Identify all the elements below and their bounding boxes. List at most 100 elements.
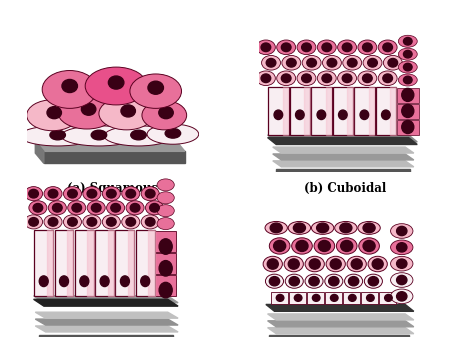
Ellipse shape <box>80 276 89 287</box>
Ellipse shape <box>390 273 412 287</box>
Ellipse shape <box>59 276 68 287</box>
Ellipse shape <box>126 218 135 226</box>
Bar <box>67 230 73 296</box>
Ellipse shape <box>24 215 43 229</box>
Ellipse shape <box>291 238 312 254</box>
Polygon shape <box>35 319 178 325</box>
Ellipse shape <box>145 201 163 215</box>
Ellipse shape <box>85 67 147 105</box>
Ellipse shape <box>281 74 291 83</box>
Ellipse shape <box>308 277 319 286</box>
Polygon shape <box>35 141 185 151</box>
Bar <box>353 87 374 135</box>
Ellipse shape <box>67 189 77 198</box>
Ellipse shape <box>61 126 136 146</box>
Ellipse shape <box>301 43 311 52</box>
Ellipse shape <box>396 275 406 285</box>
Ellipse shape <box>377 40 396 55</box>
Ellipse shape <box>39 276 48 287</box>
Ellipse shape <box>33 204 43 212</box>
Bar <box>95 230 114 296</box>
Ellipse shape <box>316 110 325 119</box>
Ellipse shape <box>304 256 324 272</box>
Ellipse shape <box>81 103 95 115</box>
Ellipse shape <box>324 274 342 288</box>
Ellipse shape <box>281 55 300 70</box>
Ellipse shape <box>382 43 392 52</box>
Ellipse shape <box>269 223 282 233</box>
Ellipse shape <box>330 259 341 269</box>
Bar <box>155 275 176 296</box>
Ellipse shape <box>312 294 319 301</box>
Ellipse shape <box>147 124 198 144</box>
Ellipse shape <box>390 240 412 255</box>
Polygon shape <box>267 135 416 142</box>
Ellipse shape <box>106 189 116 198</box>
Ellipse shape <box>99 97 154 130</box>
Polygon shape <box>267 138 416 144</box>
Ellipse shape <box>288 222 310 234</box>
Ellipse shape <box>67 201 85 215</box>
Ellipse shape <box>403 37 411 45</box>
Ellipse shape <box>24 186 43 201</box>
Bar <box>347 87 352 135</box>
Ellipse shape <box>401 120 413 133</box>
Bar <box>288 292 305 304</box>
Bar <box>55 230 73 296</box>
Bar <box>368 87 374 135</box>
Ellipse shape <box>102 186 120 201</box>
Ellipse shape <box>396 243 406 252</box>
Ellipse shape <box>302 55 320 70</box>
Bar <box>307 292 324 304</box>
Ellipse shape <box>50 130 65 140</box>
Ellipse shape <box>293 223 305 233</box>
Ellipse shape <box>340 240 352 251</box>
Bar <box>128 230 134 296</box>
Ellipse shape <box>48 189 58 198</box>
Bar <box>268 87 288 135</box>
Ellipse shape <box>261 74 270 83</box>
Polygon shape <box>35 326 178 332</box>
Text: (b) Cuboidal: (b) Cuboidal <box>303 182 385 195</box>
Polygon shape <box>35 141 44 163</box>
Ellipse shape <box>87 218 96 226</box>
Ellipse shape <box>83 186 101 201</box>
Ellipse shape <box>148 81 163 94</box>
Bar <box>34 230 53 296</box>
Bar <box>325 87 331 135</box>
Ellipse shape <box>284 256 303 272</box>
Ellipse shape <box>106 218 116 226</box>
Ellipse shape <box>367 256 386 272</box>
Bar <box>75 230 94 296</box>
Ellipse shape <box>288 277 299 286</box>
Ellipse shape <box>91 204 101 212</box>
Ellipse shape <box>121 105 135 117</box>
Ellipse shape <box>157 179 174 191</box>
Ellipse shape <box>306 58 316 67</box>
Ellipse shape <box>87 189 96 198</box>
Ellipse shape <box>126 201 144 215</box>
Ellipse shape <box>397 35 416 47</box>
Ellipse shape <box>158 107 173 119</box>
Ellipse shape <box>390 289 412 304</box>
Bar <box>87 230 94 296</box>
Polygon shape <box>267 327 413 334</box>
Ellipse shape <box>401 88 413 101</box>
Ellipse shape <box>104 126 173 146</box>
Ellipse shape <box>362 223 374 233</box>
Ellipse shape <box>286 58 296 67</box>
Ellipse shape <box>273 240 285 251</box>
Ellipse shape <box>347 58 356 67</box>
Ellipse shape <box>328 277 338 286</box>
Ellipse shape <box>261 55 280 70</box>
Ellipse shape <box>387 58 397 67</box>
Ellipse shape <box>126 189 135 198</box>
Ellipse shape <box>157 218 174 230</box>
Ellipse shape <box>120 276 129 287</box>
Polygon shape <box>267 321 413 327</box>
Ellipse shape <box>357 222 380 234</box>
Ellipse shape <box>403 51 411 58</box>
Ellipse shape <box>304 274 322 288</box>
Ellipse shape <box>397 74 416 86</box>
Bar <box>310 87 331 135</box>
